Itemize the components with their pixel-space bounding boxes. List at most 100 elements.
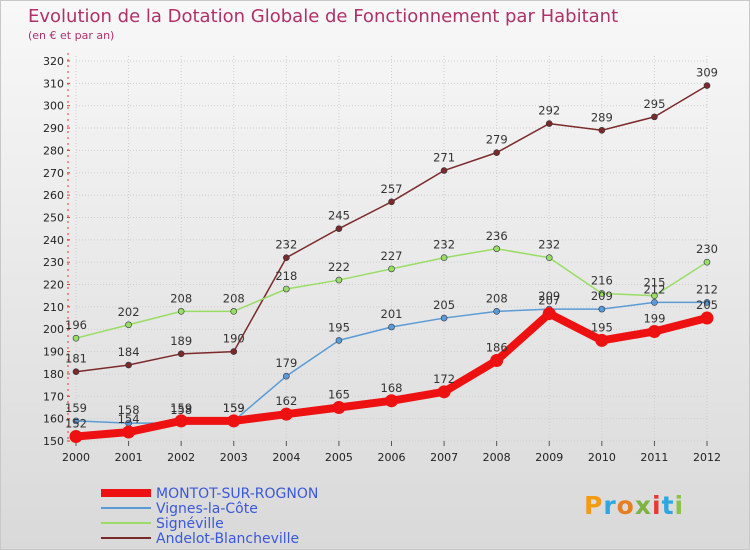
data-point [227,414,241,428]
data-label: 279 [486,133,508,147]
data-point [651,292,658,300]
data-point [440,314,448,322]
y-tick-label: 280 [43,144,64,157]
data-label: 158 [118,403,140,417]
y-tick-label: 170 [43,390,64,403]
data-label: 212 [696,282,718,296]
data-point [490,354,504,368]
data-label: 207 [538,294,560,308]
data-label: 309 [696,66,718,80]
data-point [174,414,188,428]
proxiti-logo: Proxiti [584,491,684,520]
data-label: 232 [275,238,297,252]
x-tick-label: 2012 [693,451,721,464]
axes: 150 160 170 180 190 200 210 220 230 240 250 260 270 2… [43,53,721,464]
data-point [125,361,132,369]
data-label: 154 [118,412,140,426]
data-label: 216 [591,273,613,287]
legend: MONTOT-SUR-ROGNONVignes-la-CôteSignévill… [101,486,318,547]
data-point [388,198,395,206]
y-tick-label: 160 [43,413,64,426]
data-point [493,308,500,315]
data-point [598,305,606,313]
data-point [72,417,80,425]
data-label: 168 [381,381,403,395]
data-point [703,258,711,266]
data-point [493,245,500,253]
x-tick-label: 2001 [115,451,143,464]
data-label: 245 [328,209,350,223]
data-label: 159 [170,401,192,415]
x-tick-label: 2008 [483,451,511,464]
data-point [230,348,238,355]
data-label: 199 [643,311,665,325]
data-label: 215 [643,276,665,290]
chart-title: Evolution de la Dotation Globale de Fonc… [28,6,619,27]
data-label: 159 [65,401,87,415]
data-label: 196 [65,318,87,332]
y-tick-label: 200 [43,323,64,336]
y-tick-label: 310 [43,77,64,90]
data-label: 195 [591,320,613,334]
data-point [647,324,661,338]
data-label: 227 [381,249,403,263]
data-point [335,225,343,232]
x-tick-label: 2010 [588,451,616,464]
x-tick-label: 2000 [62,451,90,464]
logo-letter: x [634,491,652,520]
data-label: 208 [223,291,245,305]
legend-label: MONTOT-SUR-ROGNON [156,486,318,502]
data-label: 208 [486,291,508,305]
data-point [230,308,238,315]
y-tick-label: 250 [43,211,64,224]
data-label: 209 [591,289,613,303]
data-point [598,290,606,297]
data-label: 202 [118,305,140,319]
data-point [651,113,658,121]
data-point [440,167,448,174]
data-labels: 181 184 189 190 232 245 257 271 279 292 289 295 309 1… [65,66,718,431]
data-label: 184 [118,345,140,359]
y-tick-label: 290 [43,122,64,135]
data-label: 218 [275,269,297,283]
data-label: 152 [65,417,87,431]
data-label: 257 [381,182,403,196]
data-point [335,276,343,284]
data-label: 222 [328,260,350,274]
data-point [122,425,136,439]
legend-label: Andelot-Blancheville [156,531,299,547]
data-point [283,372,290,380]
data-label: 181 [65,352,87,366]
logo-letter: r [603,491,617,520]
data-point [283,254,290,262]
data-point [598,126,606,134]
data-label: 158 [170,403,192,417]
series-layer [69,82,714,444]
data-point [335,337,343,344]
logo-letter: o [616,491,635,520]
data-label: 292 [538,104,560,118]
logo-letter: P [584,491,604,520]
data-label: 179 [275,356,297,370]
data-point [545,120,553,127]
y-tick-label: 240 [43,234,64,247]
data-label: 159 [223,401,245,415]
data-label: 209 [538,289,560,303]
data-point [385,394,398,408]
x-tick-label: 2002 [167,451,195,464]
data-point [545,254,553,262]
data-label: 159 [223,401,245,415]
data-label: 289 [591,110,613,124]
logo-letter: i [652,491,662,520]
data-point [700,311,714,325]
y-tick-label: 230 [43,256,64,269]
y-tick-label: 190 [43,346,64,359]
data-label: 230 [696,242,718,256]
y-tick-label: 180 [43,368,64,381]
data-label: 295 [643,97,665,111]
data-label: 271 [433,151,455,165]
data-label: 208 [170,291,192,305]
y-tick-label: 260 [43,189,64,202]
